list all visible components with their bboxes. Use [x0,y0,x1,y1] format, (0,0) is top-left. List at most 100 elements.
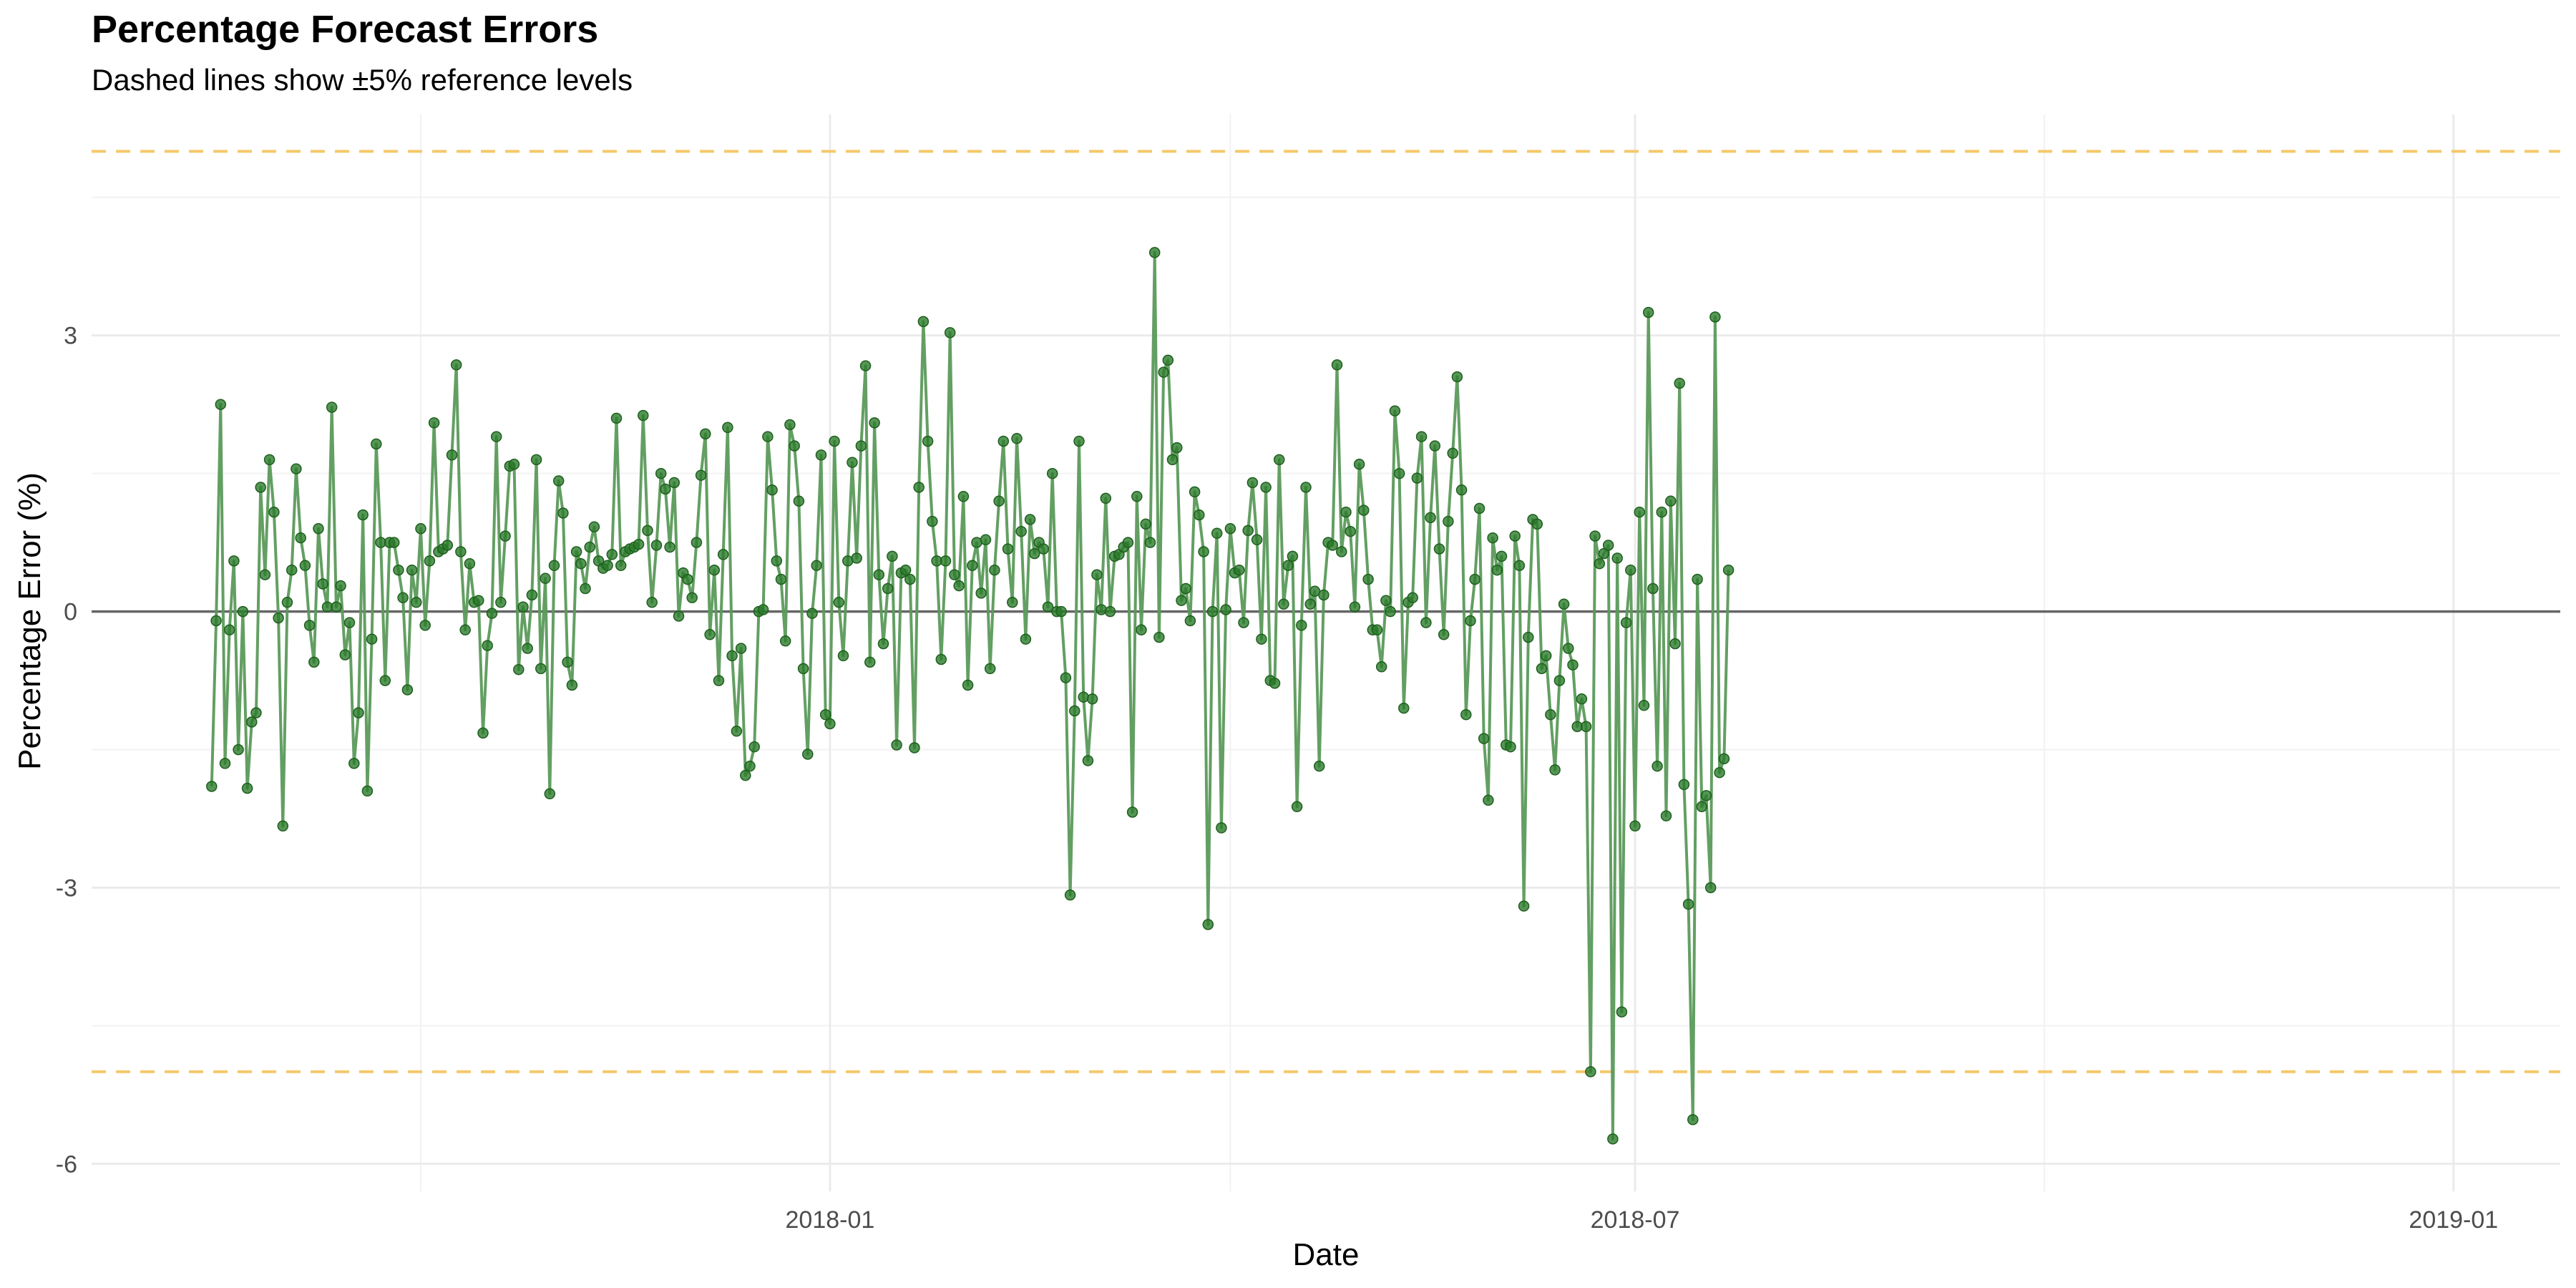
y-axis-title: Percentage Error (%) [12,472,47,770]
chart-subtitle: Dashed lines show ±5% reference levels [92,63,633,97]
data-point [638,409,649,421]
data-point [1669,638,1681,650]
data-point [1509,530,1521,542]
data-point [811,560,822,572]
data-point [1211,527,1223,540]
data-point [602,560,613,572]
data-point [580,582,591,595]
data-point [802,748,814,760]
data-point [1234,564,1245,576]
data-point [1665,495,1677,507]
data-point [1278,598,1289,610]
data-point [357,509,369,521]
data-point [806,608,818,619]
data-point [1331,359,1343,371]
data-point [1362,573,1374,585]
data-point [1607,1133,1619,1145]
data-point [1256,633,1267,645]
data-point [428,417,440,429]
data-point [513,663,525,675]
data-point [1313,760,1325,772]
data-point [949,569,960,580]
data-point [1148,247,1161,258]
data-point [348,758,360,769]
data-point [1425,512,1436,524]
data-point [388,537,400,548]
data-point [441,540,454,551]
data-point [1287,550,1299,562]
data-point [1567,659,1579,670]
data-point [1131,491,1143,502]
data-point [1620,617,1632,628]
data-point [1238,617,1249,628]
data-point [1166,454,1179,466]
data-point [1216,822,1227,834]
data-point [1496,550,1508,562]
data-point [771,555,783,567]
data-point [277,820,289,832]
data-point [1700,790,1712,801]
data-point [1549,764,1561,776]
data-point [713,675,725,686]
data-point [1251,534,1263,546]
data-point [833,597,845,608]
data-point [499,530,511,542]
data-point [419,620,431,631]
data-point [682,573,693,585]
data-point [1144,537,1156,548]
data-point [1714,766,1725,779]
data-point [1487,532,1498,544]
data-point [829,435,840,447]
data-point [1580,721,1592,733]
data-point [1162,354,1174,366]
data-point [1385,605,1396,618]
data-point [1594,557,1606,570]
data-point [490,431,502,442]
data-point [366,633,378,645]
data-point [1465,615,1476,627]
data-point [1038,543,1050,555]
data-point [406,564,418,576]
data-point [1260,482,1272,493]
data-point [241,782,253,794]
data-point [686,592,698,604]
data-point [1380,595,1392,606]
data-point [1242,525,1254,537]
data-point [566,679,578,691]
data-point [1460,708,1472,721]
data-point [891,739,902,751]
data-point [1420,617,1432,628]
data-point [540,572,551,585]
data-point [1625,564,1636,576]
data-point [371,438,382,450]
data-point [1704,882,1717,894]
data-point [1073,435,1085,447]
data-point [935,653,947,665]
data-point [957,491,970,502]
data-point [1189,486,1201,498]
data-point [1407,592,1418,604]
data-point [1153,631,1165,643]
data-point [695,469,707,481]
data-point [1553,675,1566,686]
data-point [1304,598,1316,610]
data-point [904,573,916,585]
data-point [1104,605,1116,618]
data-point [268,506,280,518]
data-point [575,557,587,570]
data-point [784,419,796,431]
data-point [1545,708,1556,721]
data-point [1136,624,1147,636]
series-layer [206,247,1735,1145]
data-point [789,440,800,452]
data-point [691,537,703,548]
data-point [544,788,556,800]
data-point [1126,806,1138,818]
data-point [980,534,992,546]
data-point [1291,801,1303,813]
data-point [446,449,458,461]
data-point [526,589,538,601]
y-tick-label: 0 [64,599,77,626]
data-point [1629,820,1641,832]
data-point [944,327,956,338]
